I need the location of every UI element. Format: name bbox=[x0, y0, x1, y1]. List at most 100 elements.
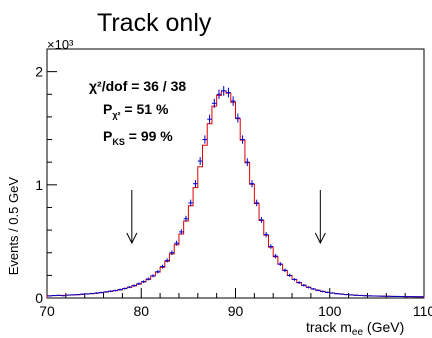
data-point bbox=[108, 290, 113, 293]
data-point bbox=[315, 289, 321, 292]
chi2-dof-label: χ²/dof = 36 / 38 bbox=[89, 78, 186, 94]
data-point bbox=[155, 270, 161, 274]
data-point bbox=[235, 113, 241, 123]
p-chi2-subscript: χ² bbox=[112, 110, 120, 120]
data-point bbox=[296, 281, 302, 284]
data-point bbox=[103, 291, 109, 293]
p-chi2-symbol: P bbox=[103, 101, 112, 117]
data-point bbox=[306, 286, 311, 289]
data-point bbox=[98, 291, 104, 294]
data-point bbox=[136, 282, 142, 285]
data-point bbox=[84, 293, 90, 295]
y-tick-label: 0 bbox=[35, 290, 43, 306]
data-point bbox=[348, 294, 354, 296]
p-chi2-value: = 51 % bbox=[121, 101, 169, 117]
data-point bbox=[395, 295, 401, 297]
x-axis-title: track mee (GeV) bbox=[306, 319, 404, 338]
data-point bbox=[339, 293, 344, 295]
data-point bbox=[56, 294, 62, 296]
y-axis-title: Events / 0.5 GeV bbox=[6, 177, 21, 276]
x-axis-title-unit: (GeV) bbox=[363, 319, 404, 335]
y-tick-label: 2 bbox=[35, 64, 43, 80]
data-point bbox=[353, 294, 359, 296]
data-point bbox=[216, 89, 222, 100]
data-point bbox=[268, 244, 274, 249]
data-point bbox=[117, 288, 123, 291]
data-point bbox=[362, 295, 368, 297]
window-arrow bbox=[314, 190, 326, 245]
data-point bbox=[419, 296, 424, 298]
data-point bbox=[325, 291, 330, 294]
data-point bbox=[141, 280, 146, 284]
data-point bbox=[287, 273, 293, 277]
data-point bbox=[254, 199, 260, 207]
data-point bbox=[391, 295, 396, 297]
data-point bbox=[145, 277, 151, 281]
window-arrows bbox=[126, 190, 326, 245]
y-multiplier-label: ×10³ bbox=[47, 37, 74, 52]
data-point bbox=[112, 289, 118, 292]
data-point bbox=[376, 295, 382, 297]
data-point bbox=[70, 294, 76, 296]
data-point bbox=[230, 96, 236, 106]
data-point bbox=[292, 277, 297, 281]
data-point bbox=[89, 292, 95, 295]
x-tick-label: 70 bbox=[39, 303, 55, 319]
data-point bbox=[240, 135, 245, 144]
x-axis-title-sub: ee bbox=[352, 327, 364, 338]
p-ks-symbol: P bbox=[103, 128, 112, 144]
data-points bbox=[47, 86, 424, 298]
p-ks-subscript: KS bbox=[112, 137, 125, 147]
data-point bbox=[381, 295, 387, 297]
data-point bbox=[226, 87, 231, 98]
data-point bbox=[244, 158, 250, 167]
data-point bbox=[197, 157, 203, 166]
data-point bbox=[164, 258, 170, 263]
data-point bbox=[414, 296, 420, 298]
data-point bbox=[282, 268, 288, 273]
data-point bbox=[65, 294, 71, 296]
data-point bbox=[211, 98, 217, 108]
data-point bbox=[51, 294, 57, 297]
data-point bbox=[273, 253, 278, 259]
arrow-head bbox=[314, 232, 326, 245]
data-point bbox=[202, 135, 208, 144]
x-tick-label: 110 bbox=[413, 303, 432, 319]
data-point bbox=[358, 294, 363, 297]
data-point bbox=[174, 240, 179, 246]
axis-ticks: 70 80 90 100 110 0 1 2 bbox=[35, 64, 432, 319]
data-point bbox=[122, 287, 128, 290]
data-point bbox=[150, 274, 156, 278]
data-point bbox=[329, 292, 335, 294]
data-point bbox=[178, 229, 184, 235]
p-chi2-label: Pχ² = 51 % bbox=[103, 101, 169, 120]
data-point bbox=[47, 295, 52, 297]
data-point bbox=[343, 294, 349, 296]
data-point bbox=[310, 287, 316, 290]
data-point bbox=[409, 296, 415, 298]
data-point bbox=[193, 180, 198, 188]
data-point bbox=[372, 295, 377, 297]
data-point bbox=[249, 180, 255, 188]
arrow-head bbox=[126, 232, 138, 245]
data-point bbox=[221, 86, 227, 96]
p-ks-value: = 99 % bbox=[125, 128, 173, 144]
x-tick-label: 80 bbox=[133, 303, 149, 319]
data-point bbox=[160, 264, 165, 269]
data-point bbox=[320, 290, 326, 293]
y-tick-label: 1 bbox=[35, 177, 43, 193]
data-point bbox=[94, 292, 99, 294]
fit-histogram bbox=[46, 90, 425, 298]
x-axis-title-main: track m bbox=[306, 319, 352, 335]
data-point bbox=[183, 215, 189, 222]
data-point bbox=[301, 284, 307, 287]
data-point bbox=[127, 286, 132, 289]
window-arrow bbox=[126, 190, 138, 245]
p-ks-label: PKS = 99 % bbox=[103, 128, 173, 147]
data-point bbox=[207, 114, 212, 124]
data-point bbox=[400, 296, 406, 298]
data-point bbox=[61, 295, 66, 297]
data-point bbox=[79, 293, 85, 295]
data-point bbox=[131, 284, 137, 287]
